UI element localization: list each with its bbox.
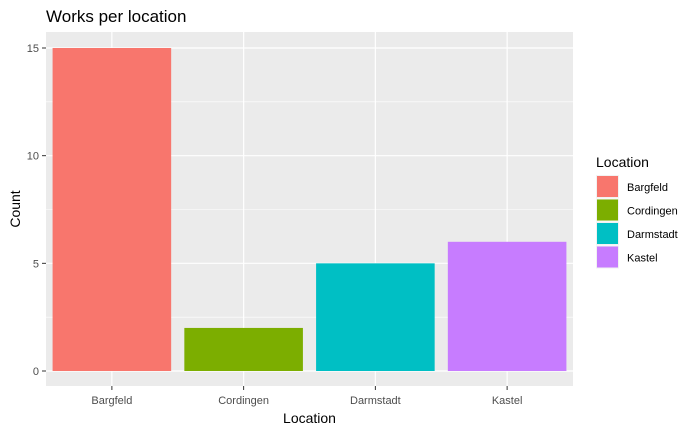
bar-bargfeld [52, 48, 172, 371]
x-tick-label: Bargfeld [91, 395, 132, 407]
bars [52, 48, 567, 371]
bar-kastel [447, 241, 567, 371]
x-tick-label: Cordingen [218, 395, 269, 407]
legend-swatch [597, 176, 618, 197]
y-tick-label: 15 [27, 43, 39, 55]
legend-label: Bargfeld [627, 182, 668, 194]
x-axis-label: Location [283, 410, 336, 426]
axes: 0 5 10 15 Bargfeld Cordingen Darmstadt Kastel [27, 43, 523, 407]
y-axis-label: Count [7, 190, 23, 227]
legend-label: Kastel [627, 253, 658, 265]
y-tick-label: 5 [33, 258, 39, 270]
legend-label: Cordingen [627, 206, 678, 218]
y-tick-label: 0 [33, 366, 39, 378]
x-tick-label: Kastel [492, 395, 523, 407]
chart-title: Works per location [46, 7, 186, 26]
legend-swatch [597, 246, 618, 268]
legend: Location Bargfeld Cordingen Darmstadt Kaste… [596, 154, 678, 269]
legend-label: Darmstadt [627, 229, 678, 241]
bar-darmstadt [316, 263, 435, 371]
x-tick-label: Darmstadt [350, 395, 401, 407]
legend-swatch [597, 223, 618, 244]
legend-swatch [597, 199, 618, 221]
legend-title: Location [596, 154, 649, 170]
bar-cordingen [184, 327, 303, 371]
y-tick-label: 10 [27, 151, 39, 163]
